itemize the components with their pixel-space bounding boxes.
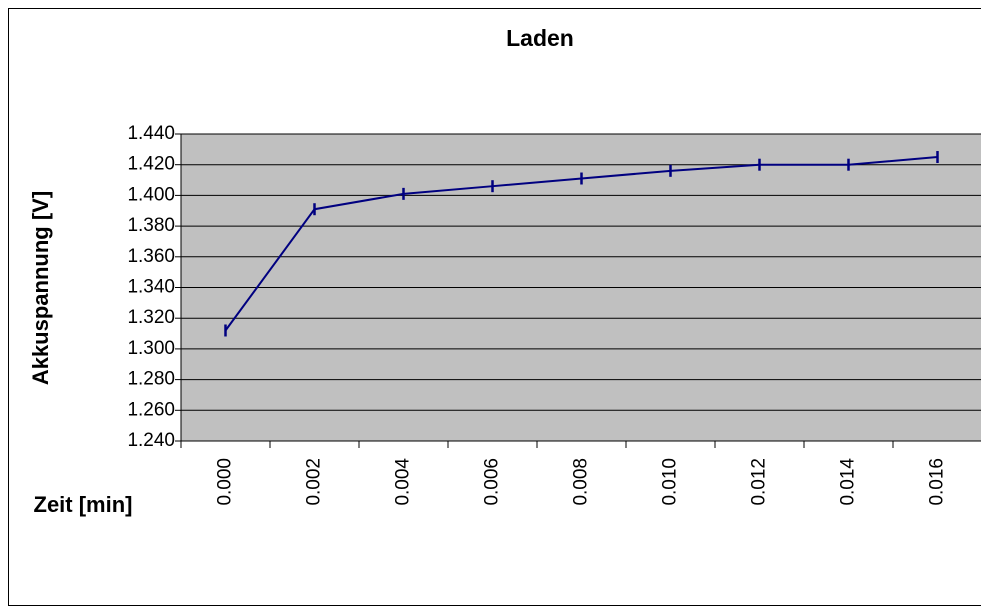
x-tick-label: 0.016 [927,458,948,506]
x-tick-label: 0.014 [838,458,859,506]
y-tick-label: 1.280 [127,369,175,390]
x-tick-label: 0.012 [749,458,770,506]
y-tick-label: 1.260 [127,399,175,420]
chart-title: Laden [506,25,574,51]
x-tick-label: 0.002 [304,458,325,506]
y-tick-label: 1.240 [127,430,175,451]
y-tick-label: 1.300 [127,338,175,359]
x-axis-label: Zeit [min] [34,492,133,517]
y-tick-label: 1.440 [127,123,175,144]
y-axis-label: Akkuspannung [V] [28,191,53,385]
y-tick-label: 1.340 [127,277,175,298]
x-tick-label: 0.004 [393,458,414,506]
y-tick-label: 1.320 [127,307,175,328]
x-tick-label: 0.010 [660,458,681,506]
x-tick-label: 0.000 [215,458,236,506]
y-tick-label: 1.400 [127,184,175,205]
y-tick-label: 1.420 [127,154,175,175]
y-tick-label: 1.360 [127,246,175,267]
y-tick-label: 1.380 [127,215,175,236]
x-tick-label: 0.008 [571,458,592,506]
x-tick-label: 0.006 [482,458,503,506]
